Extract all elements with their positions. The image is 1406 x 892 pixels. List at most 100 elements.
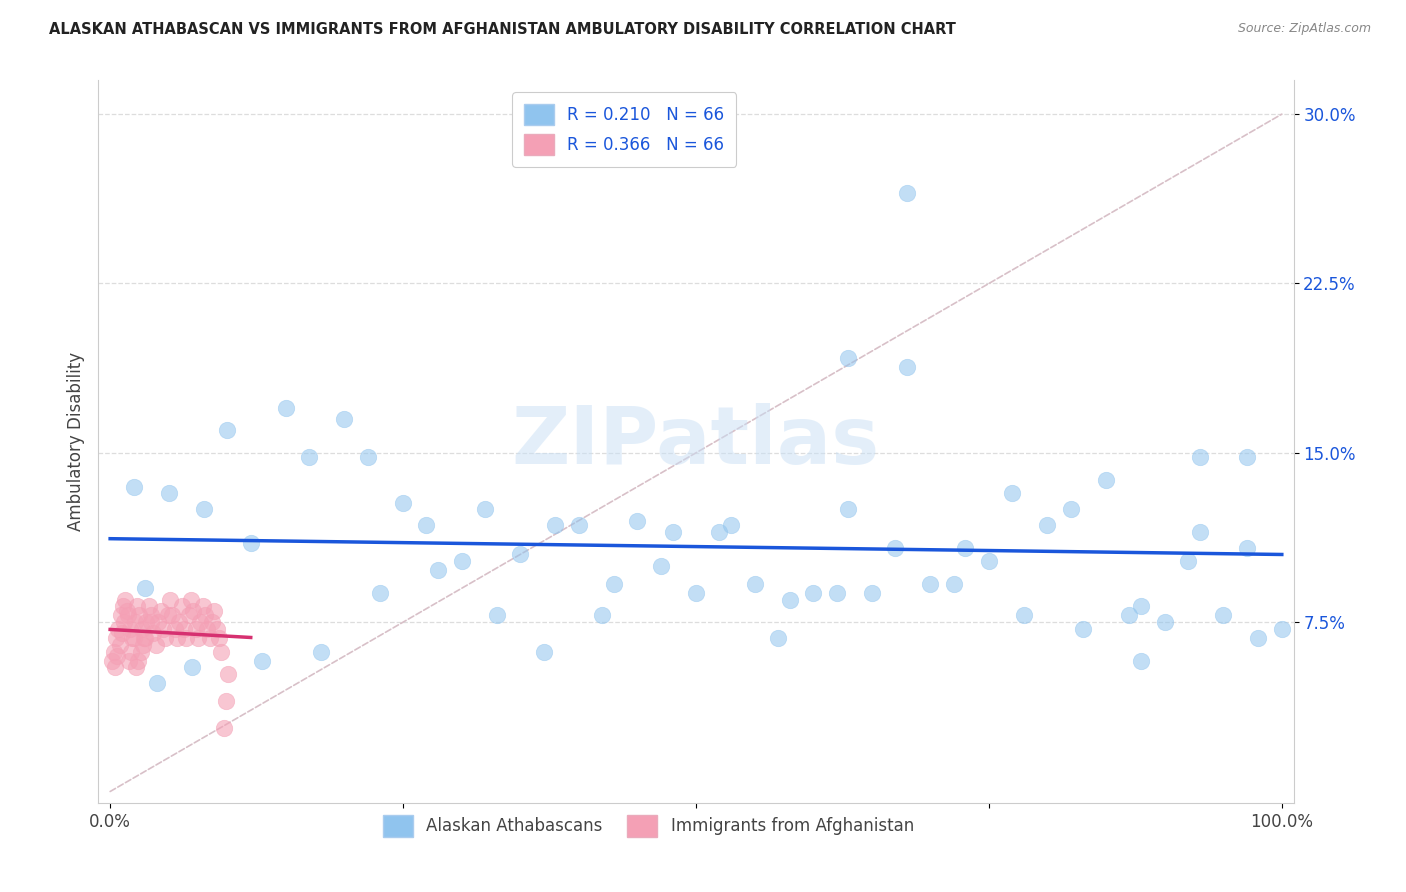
- Point: [1130, 654, 1153, 668]
- Point: [134, 582, 156, 596]
- Point: [1271, 622, 1294, 636]
- Point: [103, 644, 125, 658]
- Point: [1071, 622, 1094, 636]
- Point: [120, 622, 141, 636]
- Point: [101, 654, 124, 668]
- Point: [114, 592, 136, 607]
- Point: [544, 518, 567, 533]
- Point: [837, 351, 859, 365]
- Point: [1236, 450, 1258, 465]
- Point: [177, 608, 200, 623]
- Point: [166, 631, 188, 645]
- Point: [181, 660, 204, 674]
- Point: [132, 631, 156, 645]
- Point: [274, 401, 297, 415]
- Point: [191, 599, 214, 614]
- Point: [159, 592, 181, 607]
- Point: [124, 615, 146, 630]
- Point: [121, 631, 143, 645]
- Point: [603, 576, 626, 591]
- Point: [533, 644, 555, 658]
- Point: [120, 644, 142, 658]
- Point: [204, 604, 226, 618]
- Text: ALASKAN ATHABASCAN VS IMMIGRANTS FROM AFGHANISTAN AMBULATORY DISABILITY CORRELAT: ALASKAN ATHABASCAN VS IMMIGRANTS FROM AF…: [49, 22, 956, 37]
- Point: [152, 622, 174, 636]
- Point: [1060, 502, 1083, 516]
- Point: [309, 644, 332, 658]
- Point: [141, 615, 163, 630]
- Point: [1188, 524, 1211, 539]
- Point: [215, 694, 238, 708]
- Point: [104, 660, 127, 674]
- Point: [392, 495, 415, 509]
- Point: [450, 554, 472, 568]
- Point: [333, 412, 356, 426]
- Point: [591, 608, 613, 623]
- Point: [211, 644, 233, 658]
- Point: [942, 576, 965, 591]
- Point: [1188, 450, 1211, 465]
- Point: [148, 615, 170, 630]
- Point: [111, 626, 134, 640]
- Point: [1036, 518, 1059, 533]
- Point: [1095, 473, 1118, 487]
- Point: [108, 638, 131, 652]
- Point: [117, 608, 139, 623]
- Point: [170, 599, 193, 614]
- Point: [115, 604, 138, 618]
- Point: [127, 599, 149, 614]
- Point: [183, 604, 205, 618]
- Point: [1001, 486, 1024, 500]
- Point: [1153, 615, 1175, 630]
- Point: [744, 576, 766, 591]
- Point: [135, 615, 157, 630]
- Point: [112, 599, 135, 614]
- Point: [205, 622, 228, 636]
- Point: [110, 608, 132, 623]
- Point: [650, 558, 672, 573]
- Point: [896, 186, 918, 201]
- Point: [127, 654, 149, 668]
- Point: [825, 586, 848, 600]
- Text: Source: ZipAtlas.com: Source: ZipAtlas.com: [1237, 22, 1371, 36]
- Point: [118, 654, 141, 668]
- Point: [156, 608, 179, 623]
- Point: [193, 502, 215, 516]
- Point: [184, 622, 207, 636]
- Point: [977, 554, 1000, 568]
- Point: [766, 631, 789, 645]
- Point: [122, 631, 145, 645]
- Point: [145, 638, 167, 652]
- Point: [709, 524, 731, 539]
- Point: [1212, 608, 1234, 623]
- Point: [626, 514, 648, 528]
- Point: [138, 599, 160, 614]
- Point: [105, 648, 128, 663]
- Point: [141, 608, 163, 623]
- Point: [1247, 631, 1270, 645]
- Legend: Alaskan Athabascans, Immigrants from Afghanistan: Alaskan Athabascans, Immigrants from Afg…: [374, 807, 922, 845]
- Point: [1012, 608, 1035, 623]
- Point: [129, 644, 152, 658]
- Point: [187, 631, 209, 645]
- Point: [201, 615, 224, 630]
- Point: [146, 676, 169, 690]
- Point: [801, 586, 824, 600]
- Text: ZIPatlas: ZIPatlas: [512, 402, 880, 481]
- Point: [131, 622, 153, 636]
- Point: [474, 502, 496, 516]
- Point: [920, 576, 942, 591]
- Point: [112, 615, 135, 630]
- Point: [107, 622, 129, 636]
- Point: [149, 604, 172, 618]
- Point: [252, 654, 274, 668]
- Point: [142, 626, 165, 640]
- Point: [239, 536, 262, 550]
- Point: [157, 486, 180, 500]
- Point: [208, 631, 231, 645]
- Point: [1130, 599, 1153, 614]
- Point: [509, 548, 531, 562]
- Point: [837, 502, 859, 516]
- Point: [568, 518, 591, 533]
- Point: [884, 541, 907, 555]
